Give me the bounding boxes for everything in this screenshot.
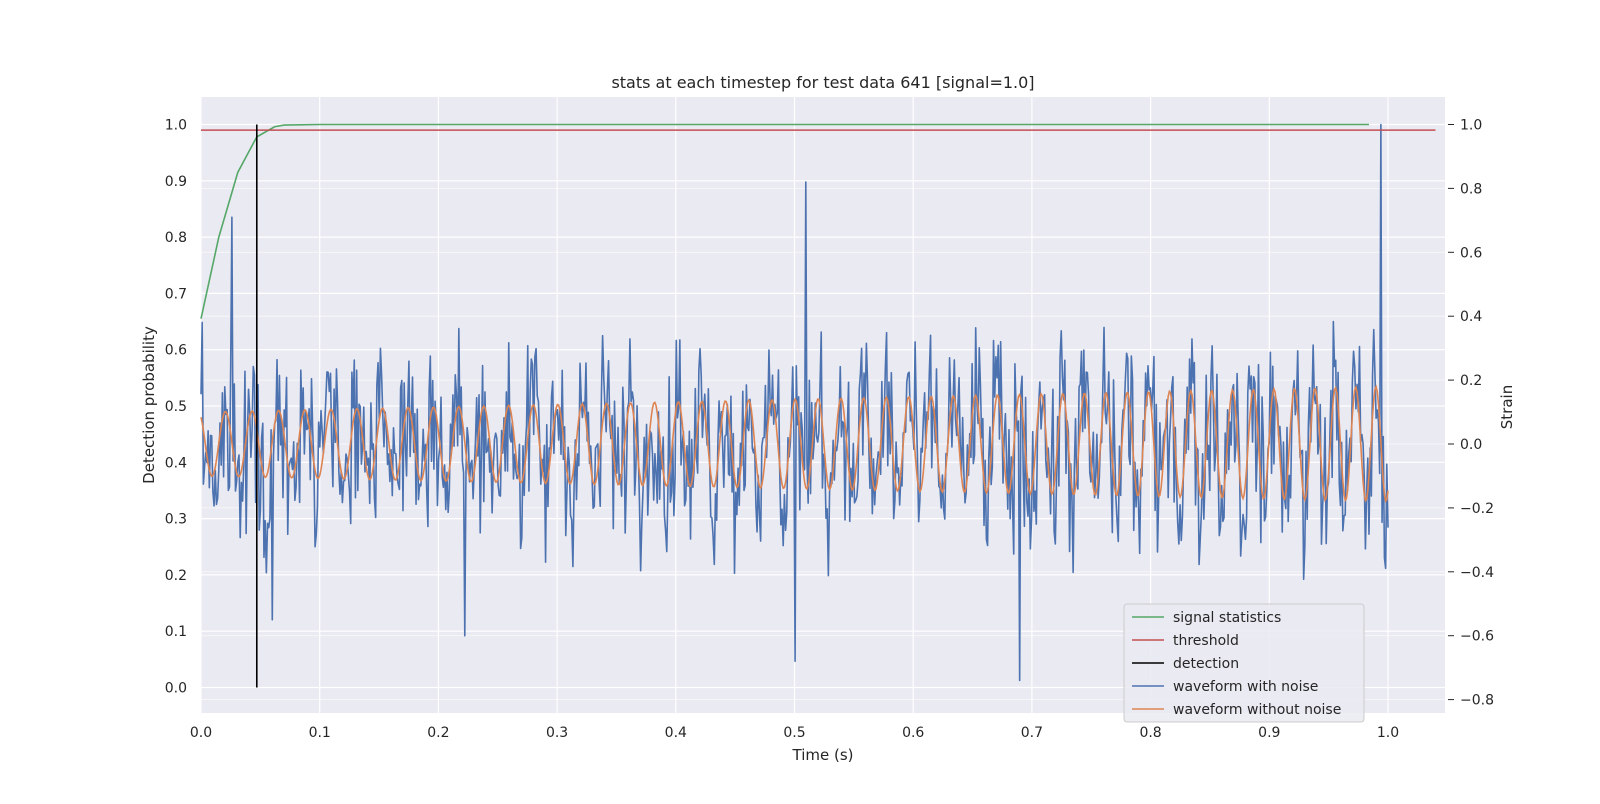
chart-title: stats at each timestep for test data 641…: [611, 73, 1034, 92]
y2-tick-label: 0.6: [1460, 245, 1482, 261]
y2-axis-label: Strain: [1498, 385, 1516, 429]
y-tick-label: 0.8: [165, 230, 187, 246]
y-tick-label: 0.9: [165, 174, 187, 190]
x-axis-label: Time (s): [792, 746, 854, 764]
y-tick-label: 0.7: [165, 286, 187, 302]
y-tick-label: 0.3: [165, 512, 187, 528]
y-tick-label: 0.4: [165, 455, 187, 471]
x-tick-label: 0.2: [427, 725, 449, 741]
y-axis-left: 0.0 0.1 0.2 0.3 0.4 0.5 0.6 0.7 0.8 0.9 1.0: [165, 118, 187, 697]
waveform-without-noise-line: [200, 384, 1389, 503]
legend-label-detection: detection: [1173, 656, 1239, 672]
x-tick-label: 0.3: [546, 725, 568, 741]
x-tick-label: 0.5: [783, 725, 805, 741]
y2-tick-label: 0.8: [1460, 181, 1482, 197]
y-axis-right: −0.8 −0.6 −0.4 −0.2 0.0 0.2 0.4 0.6 0.8 1.0: [1448, 118, 1494, 709]
legend-box: [1123, 603, 1365, 723]
x-tick-label: 0.7: [1021, 725, 1043, 741]
y-tick-label: 1.0: [165, 118, 187, 134]
y2-tick-label: 0.2: [1460, 373, 1482, 389]
x-tick-label: 0.1: [309, 725, 331, 741]
y2-tick-label: −0.2: [1460, 501, 1494, 517]
y2-tick-label: −0.8: [1460, 693, 1494, 709]
y-tick-label: 0.5: [165, 399, 187, 415]
legend-label-signal-statistics: signal statistics: [1173, 610, 1281, 626]
y2-tick-label: 0.0: [1460, 437, 1482, 453]
y2-tick-label: 1.0: [1460, 118, 1482, 134]
x-axis: 0.0 0.1 0.2 0.3 0.4 0.5 0.6 0.7 0.8 0.9 1.0: [190, 725, 1399, 741]
y2-tick-label: −0.6: [1460, 629, 1494, 645]
y-axis-label: Detection probability: [140, 326, 158, 484]
x-tick-label: 0.4: [665, 725, 687, 741]
x-tick-label: 1.0: [1377, 725, 1399, 741]
y2-tick-label: −0.4: [1460, 565, 1494, 581]
legend-label-waveform-without-noise: waveform without noise: [1173, 702, 1341, 718]
waveform-with-noise-line: [200, 123, 1389, 682]
y-tick-label: 0.6: [165, 343, 187, 359]
legend-label-threshold: threshold: [1173, 633, 1239, 649]
x-tick-label: 0.8: [1139, 725, 1161, 741]
y-tick-label: 0.1: [165, 624, 187, 640]
y2-tick-label: 0.4: [1460, 309, 1482, 325]
x-tick-label: 0.9: [1258, 725, 1280, 741]
x-tick-label: 0.6: [902, 725, 924, 741]
legend: signal statistics threshold detection wa…: [1123, 603, 1365, 723]
signal-statistics-line: [200, 123, 1370, 319]
y-tick-label: 0.0: [165, 681, 187, 697]
series-layer: [200, 123, 1436, 688]
legend-label-waveform-with-noise: waveform with noise: [1173, 679, 1318, 695]
x-tick-label: 0.0: [190, 725, 212, 741]
y-tick-label: 0.2: [165, 568, 187, 584]
